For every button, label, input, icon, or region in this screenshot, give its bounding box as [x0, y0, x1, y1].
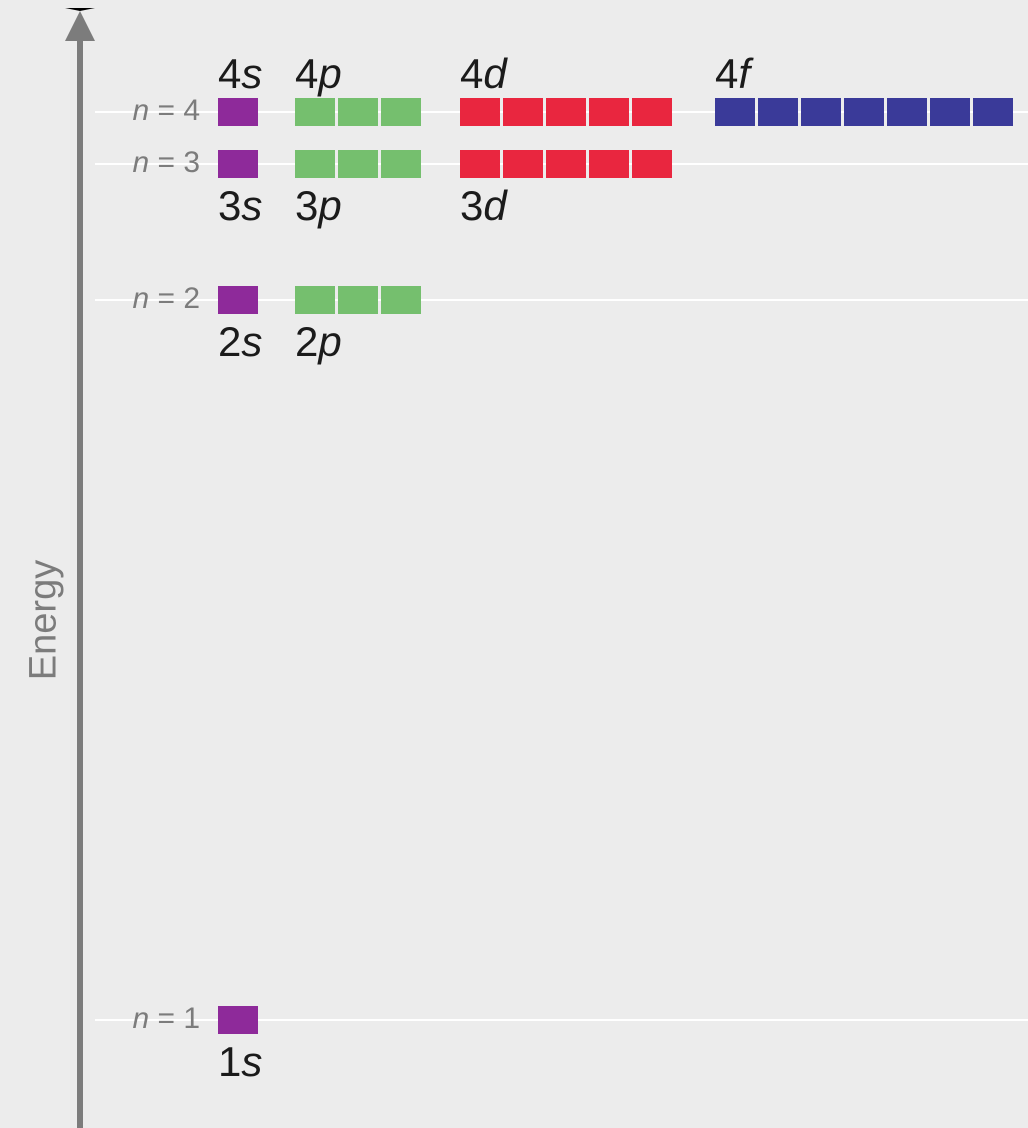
n-label-3: n = 3	[132, 146, 200, 180]
orbital-box-3d-1	[460, 150, 500, 178]
orbital-box-3d-4	[589, 150, 629, 178]
orbital-box-2p-2	[338, 286, 378, 314]
orbital-box-4f-4	[844, 98, 884, 126]
orbital-box-4f-1	[715, 98, 755, 126]
orbital-box-3p-2	[338, 150, 378, 178]
orbital-box-3d-2	[503, 150, 543, 178]
energy-axis-label: Energy	[23, 560, 66, 680]
subshell-label-3d: 3d	[460, 182, 507, 230]
orbital-box-4f-6	[930, 98, 970, 126]
orbital-box-4f-5	[887, 98, 927, 126]
orbital-box-4d-5	[632, 98, 672, 126]
orbital-box-2s-1	[218, 286, 258, 314]
energy-axis-arrow	[65, 8, 95, 41]
orbital-box-1s-1	[218, 1006, 258, 1034]
subshell-label-3s: 3s	[218, 182, 262, 230]
orbital-box-3d-5	[632, 150, 672, 178]
orbital-box-4d-2	[503, 98, 543, 126]
subshell-label-4p: 4p	[295, 50, 342, 98]
subshell-label-4d: 4d	[460, 50, 507, 98]
orbital-box-2p-3	[381, 286, 421, 314]
orbital-box-2p-1	[295, 286, 335, 314]
subshell-label-4f: 4f	[715, 50, 750, 98]
orbital-box-3p-3	[381, 150, 421, 178]
orbital-box-4d-3	[546, 98, 586, 126]
energy-level-diagram: Energy n = 4 4s 4p 4d 4f n = 3 3s 3p 3d n = 2 2s 2p n…	[0, 0, 1028, 1128]
orbital-box-4f-2	[758, 98, 798, 126]
energy-axis-line	[77, 36, 83, 1128]
n-label-2: n = 2	[132, 282, 200, 316]
subshell-label-3p: 3p	[295, 182, 342, 230]
orbital-box-4f-7	[973, 98, 1013, 126]
orbital-box-3s-1	[218, 150, 258, 178]
subshell-label-1s: 1s	[218, 1038, 262, 1086]
orbital-box-4f-3	[801, 98, 841, 126]
n-label-4: n = 4	[132, 94, 200, 128]
orbital-box-4p-3	[381, 98, 421, 126]
orbital-box-3d-3	[546, 150, 586, 178]
subshell-label-2s: 2s	[218, 318, 262, 366]
orbital-box-4p-2	[338, 98, 378, 126]
subshell-label-2p: 2p	[295, 318, 342, 366]
orbital-box-4d-4	[589, 98, 629, 126]
subshell-label-4s: 4s	[218, 50, 262, 98]
orbital-box-3p-1	[295, 150, 335, 178]
orbital-box-4d-1	[460, 98, 500, 126]
orbital-box-4p-1	[295, 98, 335, 126]
orbital-box-4s-1	[218, 98, 258, 126]
n-label-1: n = 1	[132, 1002, 200, 1036]
